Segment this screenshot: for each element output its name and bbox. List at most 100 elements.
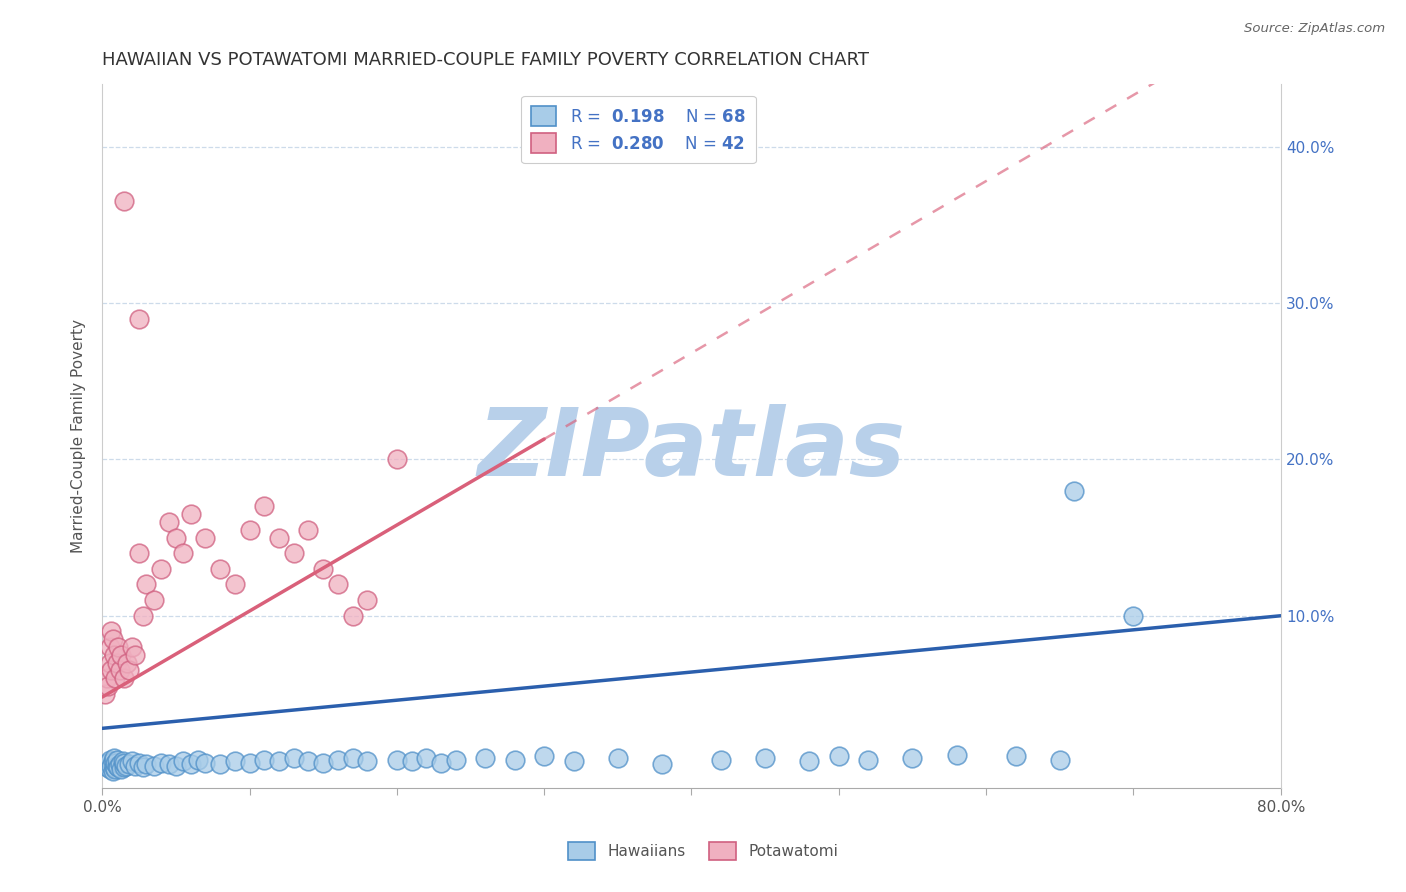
Point [94,687,117,701]
Point [118,664,141,678]
Text: Source: ZipAtlas.com: Source: ZipAtlas.com [1244,22,1385,36]
Point [401,754,423,768]
Point [238,756,260,770]
Point [132,760,155,774]
Point [100,664,122,678]
Point [828,749,851,764]
Point [112,194,135,209]
Point [165,759,187,773]
Point [135,757,157,772]
Point [103,648,125,662]
Point [1063,483,1085,498]
Point [96,760,118,774]
Point [444,753,467,767]
Point [128,756,150,770]
Point [194,756,217,770]
Point [100,624,122,639]
Point [107,640,129,654]
Point [97,679,120,693]
Point [111,754,134,768]
Point [1122,608,1144,623]
Point [356,754,378,768]
Point [101,754,124,768]
Point [180,757,202,772]
Point [562,754,585,768]
Point [209,562,232,576]
Point [858,753,880,767]
Y-axis label: Married-Couple Family Poverty: Married-Couple Family Poverty [72,319,86,553]
Point [238,523,260,537]
Point [98,656,121,670]
Point [297,523,319,537]
Point [172,754,194,768]
Point [187,753,209,767]
Point [110,648,132,662]
Point [110,762,132,776]
Point [474,751,496,765]
Point [142,759,165,773]
Point [128,546,150,560]
Point [98,762,121,776]
Text: HAWAIIAN VS POTAWATOMI MARRIED-COUPLE FAMILY POVERTY CORRELATION CHART: HAWAIIAN VS POTAWATOMI MARRIED-COUPLE FA… [103,51,869,69]
Point [312,562,335,576]
Point [253,500,276,514]
Point [157,757,180,772]
Point [103,751,125,765]
Point [415,751,437,765]
Point [194,531,217,545]
Point [267,531,290,545]
Point [267,754,290,768]
Point [104,756,127,770]
Point [157,515,180,529]
Point [112,756,135,770]
Point [100,759,122,773]
Point [224,577,246,591]
Point [283,751,305,765]
Point [132,608,155,623]
Point [128,311,150,326]
Point [121,640,143,654]
Legend: R =  $\mathbf{0.198}$    N = $\mathbf{68}$, R =  $\mathbf{0.280}$    N = $\mathb: R = $\mathbf{0.198}$ N = $\mathbf{68}$, … [522,96,755,163]
Point [297,754,319,768]
Point [105,656,128,670]
Point [165,531,187,545]
Point [114,759,136,773]
Point [253,753,276,767]
Point [180,507,202,521]
Point [104,671,127,685]
Point [326,577,349,591]
Point [118,757,141,772]
Point [312,756,335,770]
Point [606,751,628,765]
Text: ZIPatlas: ZIPatlas [478,404,905,496]
Point [356,593,378,607]
Point [101,632,124,647]
Point [385,452,408,467]
Point [104,762,127,776]
Point [1004,749,1026,764]
Point [135,577,157,591]
Point [150,562,173,576]
Point [503,753,526,767]
Point [112,760,135,774]
Point [108,664,131,678]
Point [98,640,121,654]
Point [651,757,673,772]
Point [326,753,349,767]
Point [945,747,967,762]
Point [112,671,135,685]
Point [101,764,124,778]
Point [150,756,173,770]
Point [224,754,246,768]
Point [710,753,733,767]
Point [98,753,121,767]
Point [124,759,146,773]
Point [209,757,232,772]
Point [105,753,128,767]
Point [1049,753,1071,767]
Point [121,754,143,768]
Point [97,756,120,770]
Point [105,759,128,773]
Point [533,749,555,764]
Point [901,751,924,765]
